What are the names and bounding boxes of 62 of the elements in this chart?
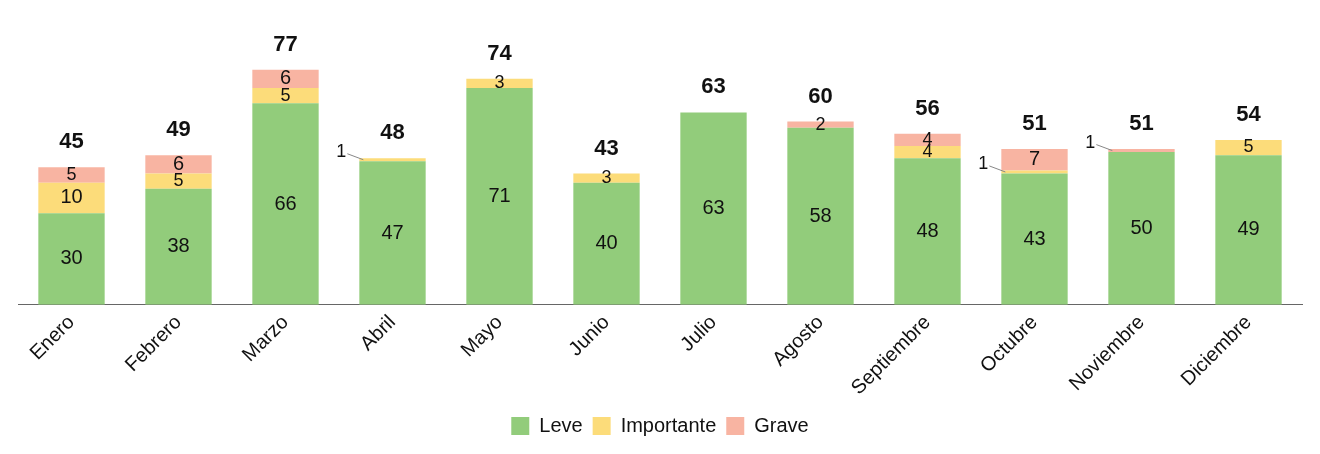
data-label: 43 (1023, 226, 1046, 249)
total-label: 74 (487, 39, 513, 65)
bar (38, 167, 105, 183)
data-label: 5 (1243, 136, 1254, 157)
bar (680, 112, 747, 305)
total-label: 45 (59, 128, 84, 154)
total-label: 63 (701, 73, 726, 99)
bar (1001, 173, 1068, 305)
data-label: 3 (601, 167, 612, 188)
data-label: 7 (1028, 147, 1041, 170)
bar (573, 182, 640, 305)
data-label: 1 (978, 152, 989, 173)
bar (252, 103, 319, 305)
bar (1001, 170, 1068, 174)
data-label: 40 (595, 231, 618, 254)
legend-label: Leve (539, 413, 583, 436)
bar (466, 88, 533, 305)
data-label: 5 (66, 163, 77, 184)
bar (145, 155, 212, 174)
bar (1108, 149, 1175, 153)
data-label: 30 (60, 246, 83, 269)
bar (38, 213, 105, 305)
data-label: 10 (60, 185, 83, 208)
total-label: 51 (1022, 110, 1047, 136)
total-label: 54 (1236, 100, 1262, 126)
data-label: 1 (1085, 131, 1096, 152)
data-label: 1 (336, 140, 347, 161)
data-label: 48 (916, 218, 939, 241)
bar (1001, 149, 1068, 171)
data-label: 66 (274, 191, 297, 214)
bar (894, 133, 961, 146)
bar (145, 188, 212, 305)
total-label: 56 (915, 94, 940, 120)
legend-label: Grave (754, 413, 809, 436)
total-label: 77 (273, 30, 298, 56)
total-label: 48 (380, 119, 405, 145)
data-label: 58 (809, 203, 832, 226)
data-label: 71 (488, 183, 511, 206)
data-label: 47 (381, 220, 404, 243)
data-label: 63 (702, 196, 725, 219)
data-label: 50 (1130, 215, 1153, 238)
bar (359, 158, 426, 162)
bar (145, 173, 212, 189)
x-tick-label: Julio (675, 310, 721, 356)
bar (38, 182, 105, 214)
total-label: 51 (1129, 110, 1154, 136)
bar (1215, 155, 1282, 305)
total-label: 49 (166, 116, 191, 142)
bar (894, 146, 961, 159)
bar (1108, 152, 1175, 305)
data-label: 2 (815, 113, 826, 134)
bar (252, 88, 319, 104)
bar (252, 69, 319, 89)
total-label: 60 (808, 82, 833, 108)
data-label: 3 (494, 72, 505, 93)
total-label: 43 (594, 134, 619, 160)
data-label: 38 (167, 234, 190, 257)
bar (1215, 139, 1282, 156)
bar (359, 161, 426, 305)
data-label: 49 (1237, 217, 1260, 240)
bar (894, 158, 961, 305)
legend-label: Importante (620, 413, 717, 436)
